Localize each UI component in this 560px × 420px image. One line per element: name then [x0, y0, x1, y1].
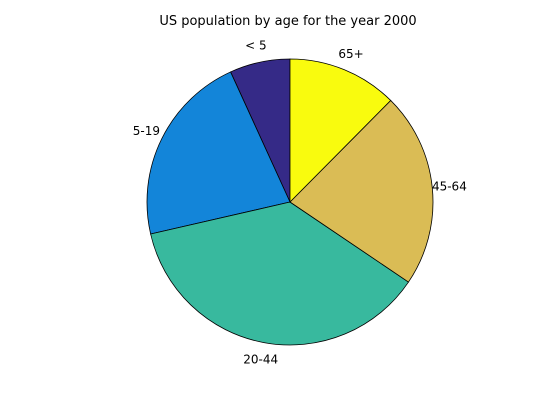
slice-labels: < 5 5-19 20-44 45-64 65+ [133, 39, 467, 367]
chart-title: US population by age for the year 2000 [159, 14, 416, 29]
slice-label: 65+ [338, 47, 363, 61]
pie-slice [146, 71, 291, 235]
slice-label: < 5 [245, 39, 267, 53]
pie-slice [289, 99, 434, 283]
pie-slice [150, 201, 410, 346]
slice-label: 5-19 [133, 124, 160, 138]
pie-slices [146, 58, 434, 346]
slice-label: 20-44 [243, 352, 278, 366]
slice-label: 45-64 [432, 179, 467, 193]
pie-slice [289, 58, 392, 203]
